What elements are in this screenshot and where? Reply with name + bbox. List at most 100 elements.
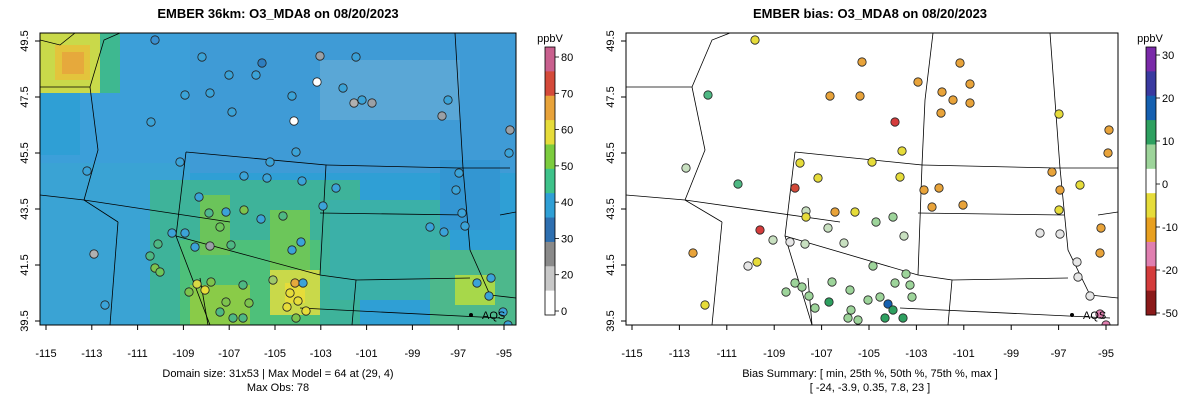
right-colorbar-swatch	[1146, 168, 1156, 194]
right-obs-marker	[1055, 229, 1065, 239]
left-obs-marker	[285, 288, 295, 298]
left-obs-marker	[262, 173, 272, 183]
right-obs-marker	[804, 291, 814, 301]
left-obs-marker	[145, 251, 155, 261]
right-obs-marker	[883, 299, 893, 309]
right-colorbar-unit: ppbV	[1137, 33, 1163, 45]
left-x-tick-label: -101	[356, 348, 378, 360]
left-obs-marker	[338, 83, 348, 93]
right-obs-marker	[752, 257, 762, 267]
right-obs-marker	[899, 231, 909, 241]
left-obs-marker	[484, 291, 494, 301]
right-colorbar-swatch	[1146, 144, 1156, 170]
left-obs-marker	[215, 307, 225, 317]
left-obs-marker	[296, 237, 306, 247]
right-obs-marker	[810, 303, 820, 313]
right-obs-marker	[1055, 185, 1065, 195]
right-y-tick-label: 45.5	[605, 142, 617, 163]
right-map: AQS -115 -113 -111 -109 -107 -105 -103 -101 -99-…	[605, 30, 1119, 360]
left-colorbar-frame	[544, 46, 556, 316]
left-y-tick-label: 47.5	[19, 86, 31, 107]
right-obs-marker	[750, 35, 760, 45]
left-x-tick-label: -115	[35, 348, 56, 360]
left-colorbar-swatch	[545, 290, 555, 316]
right-x-tick-label: -101	[953, 348, 975, 360]
right-obs-marker	[1085, 291, 1095, 301]
right-obs-marker	[1054, 109, 1064, 119]
left-map: AQS -115 -113 -111 -109 -107 -105 -103 -101 -99-…	[19, 30, 517, 360]
left-obs-marker	[256, 214, 266, 224]
right-obs-marker	[700, 300, 710, 310]
right-obs-marker	[768, 235, 778, 245]
left-obs-marker	[472, 278, 482, 288]
left-obs-marker	[227, 107, 237, 117]
left-x-tick-label: -113	[81, 348, 102, 360]
right-x-tick-label: -97	[1051, 348, 1067, 360]
left-obs-marker	[190, 242, 200, 252]
right-obs-marker	[875, 292, 885, 302]
left-obs-marker	[205, 88, 215, 98]
right-obs-marker	[843, 313, 853, 323]
right-obs-marker	[790, 183, 800, 193]
left-footer-line2: Max Obs: 78	[247, 382, 309, 394]
right-obs-marker	[965, 98, 975, 108]
right-obs-marker	[1096, 223, 1106, 233]
right-obs-marker	[1073, 272, 1083, 282]
left-obs-marker	[301, 306, 311, 316]
right-obs-marker	[853, 315, 863, 325]
right-colorbar-tick-label: -10	[1162, 222, 1178, 234]
right-obs-marker	[895, 172, 905, 182]
right-colorbar-tick-label: -20	[1162, 265, 1178, 277]
left-obs-marker	[505, 125, 515, 135]
right-obs-marker	[797, 282, 807, 292]
right-x-tick-label: -113	[669, 348, 690, 360]
left-obs-marker	[226, 240, 236, 250]
right-obs-marker	[1095, 309, 1105, 319]
left-obs-marker	[367, 98, 377, 108]
right-obs-marker	[813, 173, 823, 183]
left-colorbar-swatch	[545, 168, 555, 194]
right-colorbar-swatch	[1146, 95, 1156, 121]
observation-markers-right	[681, 35, 1114, 325]
left-colorbar-swatch	[545, 47, 555, 72]
right-colorbar-swatch	[1146, 193, 1156, 219]
left-obs-marker	[150, 35, 160, 45]
left-obs-marker	[287, 91, 297, 101]
right-obs-marker	[965, 79, 975, 89]
right-obs-marker	[827, 277, 837, 287]
right-footer-line2: [ -24, -3.9, 0.35, 7.8, 23 ]	[810, 382, 930, 394]
aqs-point-right	[1070, 313, 1074, 317]
left-obs-marker	[100, 300, 110, 310]
left-obs-marker	[215, 222, 225, 232]
left-obs-marker	[268, 275, 278, 285]
right-colorbar-swatch	[1146, 217, 1156, 243]
left-obs-marker	[175, 157, 185, 167]
right-footer-line1: Bias Summary: [ min, 25th %, 50th %, 75t…	[742, 368, 998, 380]
left-colorbar-swatch	[545, 71, 555, 97]
right-obs-marker	[936, 108, 946, 118]
right-obs-marker	[801, 212, 811, 222]
left-obs-marker	[282, 302, 292, 312]
right-obs-marker	[681, 163, 691, 173]
right-colorbar-tick-label: 20	[1162, 93, 1174, 105]
right-obs-marker	[1072, 257, 1082, 267]
right-obs-marker	[905, 280, 915, 290]
left-obs-marker	[224, 70, 234, 80]
left-obs-marker	[180, 228, 190, 238]
left-obs-marker	[278, 211, 288, 221]
left-obs-marker	[184, 287, 194, 297]
left-x-tick-label: -97	[450, 348, 466, 360]
left-obs-marker	[200, 285, 210, 295]
right-obs-marker	[907, 292, 917, 302]
left-colorbar-tick-label: 30	[561, 233, 573, 245]
right-colorbar-swatch	[1146, 266, 1156, 292]
right-colorbar-swatch	[1146, 47, 1156, 72]
left-obs-marker	[460, 221, 470, 231]
left-obs-marker	[293, 296, 303, 306]
left-colorbar-tick-label: 0	[561, 306, 567, 318]
right-y-tick-label: 43.5	[605, 198, 617, 219]
left-obs-marker	[315, 51, 325, 61]
right-obs-marker	[703, 90, 713, 100]
right-y-tick-label: 39.5	[605, 310, 617, 331]
